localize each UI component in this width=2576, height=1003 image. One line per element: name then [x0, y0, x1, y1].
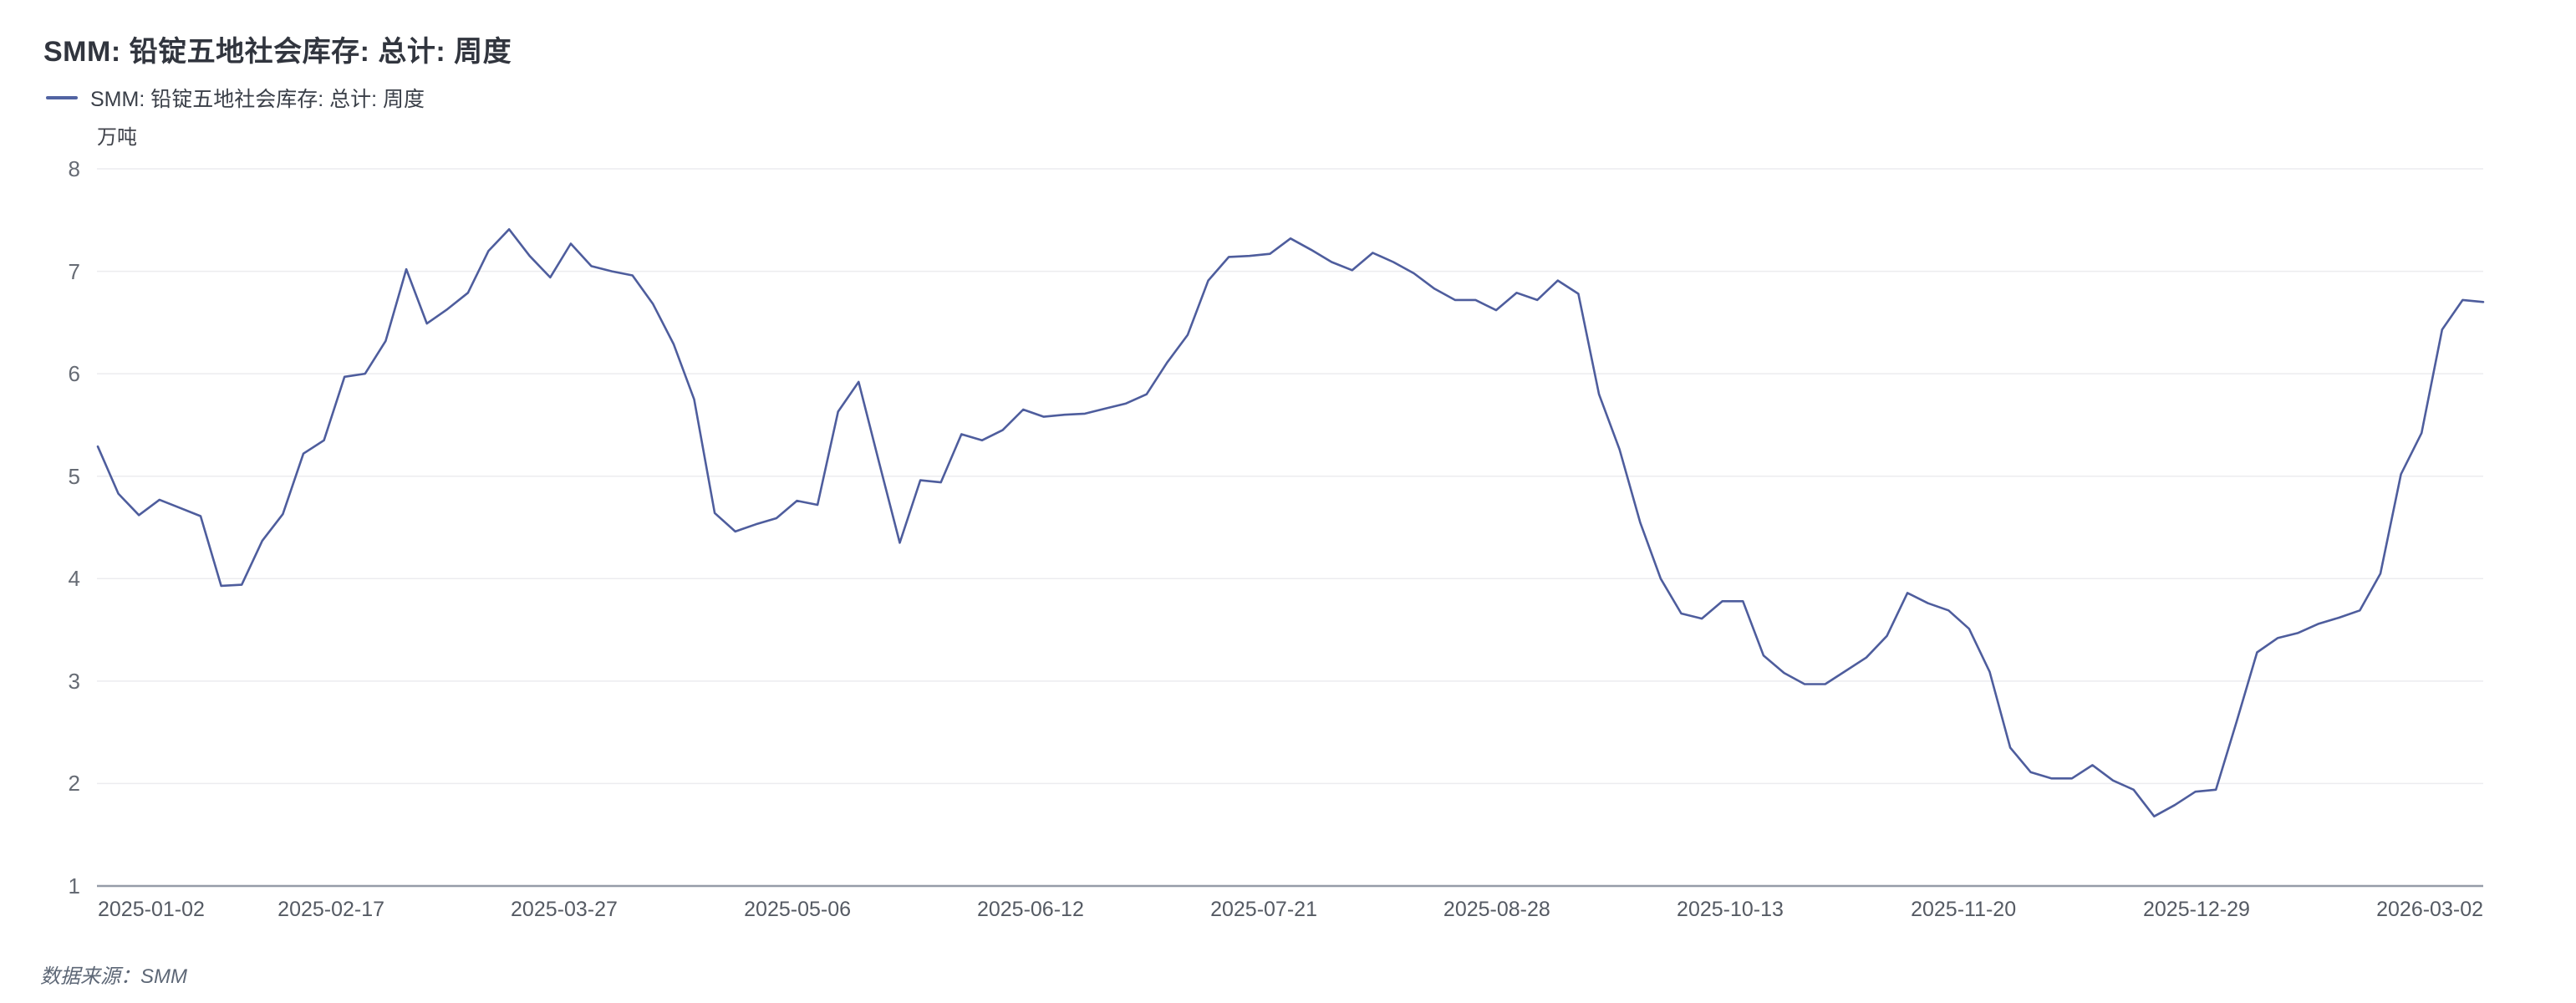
x-tick-label: 2025-12-29: [2142, 898, 2250, 921]
x-tick-label: 2025-11-20: [1911, 898, 2017, 921]
x-tick-label: 2025-07-21: [1210, 898, 1317, 921]
page-title: SMM: 铅锭五地社会库存: 总计: 周度: [43, 36, 512, 68]
x-tick-label: 2026-03-02: [2376, 898, 2484, 921]
y-tick-label: 5: [68, 463, 80, 489]
y-tick-label: 7: [68, 258, 80, 284]
x-tick-label: 2025-01-02: [98, 898, 205, 921]
y-axis-unit-label: 万吨: [97, 126, 137, 149]
x-tick-label: 2025-05-06: [744, 898, 852, 921]
x-tick-label: 2025-02-17: [277, 898, 385, 921]
x-tick-label: 2025-03-27: [511, 898, 618, 921]
y-tick-label: 4: [68, 566, 80, 592]
source-note: 数据来源：SMM: [40, 965, 187, 988]
series-line: [96, 227, 2485, 818]
legend: SMM: 铅锭五地社会库存: 总计: 周度: [46, 83, 425, 113]
legend-label: SMM: 铅锭五地社会库存: 总计: 周度: [90, 88, 425, 111]
y-tick-label: 8: [68, 156, 80, 181]
x-tick-label: 2025-06-12: [976, 898, 1084, 921]
x-tick-label: 2025-10-13: [1677, 898, 1784, 921]
y-tick-label: 6: [68, 361, 80, 387]
legend-line-swatch-icon: [46, 96, 78, 99]
y-tick-label: 1: [68, 873, 80, 899]
y-tick-label: 3: [68, 668, 80, 694]
y-tick-label: 2: [68, 771, 80, 797]
x-tick-label: 2025-08-28: [1443, 898, 1550, 921]
